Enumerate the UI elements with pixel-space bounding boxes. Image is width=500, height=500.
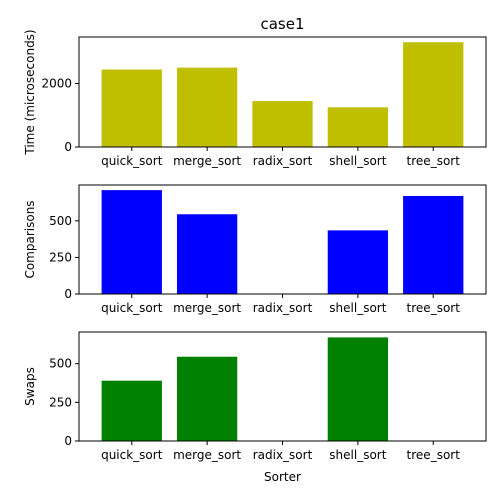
x-tick-label-1-0: quick_sort [101,301,163,315]
x-tick-label-2-1: merge_sort [173,448,241,462]
bar-0-quick-sort [101,69,162,147]
bar-1-tree-sort [403,195,464,294]
bar-2-quick-sort [101,380,162,441]
y-tick-label-2-1: 250 [49,395,72,409]
x-tick-label-0-3: shell_sort [329,154,386,168]
y-tick-label-0-1: 2000 [41,77,72,91]
x-tick-label-1-2: radix_sort [253,301,313,315]
x-tick-label-2-0: quick_sort [101,448,163,462]
x-tick-label-1-3: shell_sort [329,301,386,315]
y-tick-label-1-0: 0 [64,287,72,301]
bar-0-merge-sort [176,67,238,147]
x-tick-label-2-2: radix_sort [253,448,313,462]
y-tick-label-2-0: 0 [64,434,72,448]
y-axis-label-2: Swaps [23,367,37,406]
y-axis-label-1: Comparisons [23,200,37,278]
bar-0-tree-sort [403,42,464,147]
bar-2-merge-sort [176,356,238,441]
x-tick-label-1-4: tree_sort [407,301,461,315]
y-tick-label-1-2: 500 [49,214,72,228]
bar-1-shell-sort [327,230,389,294]
bar-0-radix-sort [252,100,313,147]
x-tick-label-0-4: tree_sort [407,154,461,168]
x-axis-label-2: Sorter [264,470,301,484]
y-tick-label-2-2: 500 [49,357,72,371]
bar-1-merge-sort [176,214,238,294]
x-tick-label-0-1: merge_sort [173,154,241,168]
x-tick-label-0-0: quick_sort [101,154,163,168]
y-tick-label-0-0: 0 [64,140,72,154]
bar-2-shell-sort [327,337,389,441]
bar-0-shell-sort [327,107,389,147]
x-tick-label-2-3: shell_sort [329,448,386,462]
x-tick-label-1-1: merge_sort [173,301,241,315]
x-tick-label-0-2: radix_sort [253,154,313,168]
x-tick-label-2-4: tree_sort [407,448,461,462]
bar-1-quick-sort [101,190,162,294]
chart-title-0: case1 [260,15,304,33]
y-axis-label-0: Time (microseconds) [23,29,37,155]
y-tick-label-1-1: 250 [49,250,72,264]
